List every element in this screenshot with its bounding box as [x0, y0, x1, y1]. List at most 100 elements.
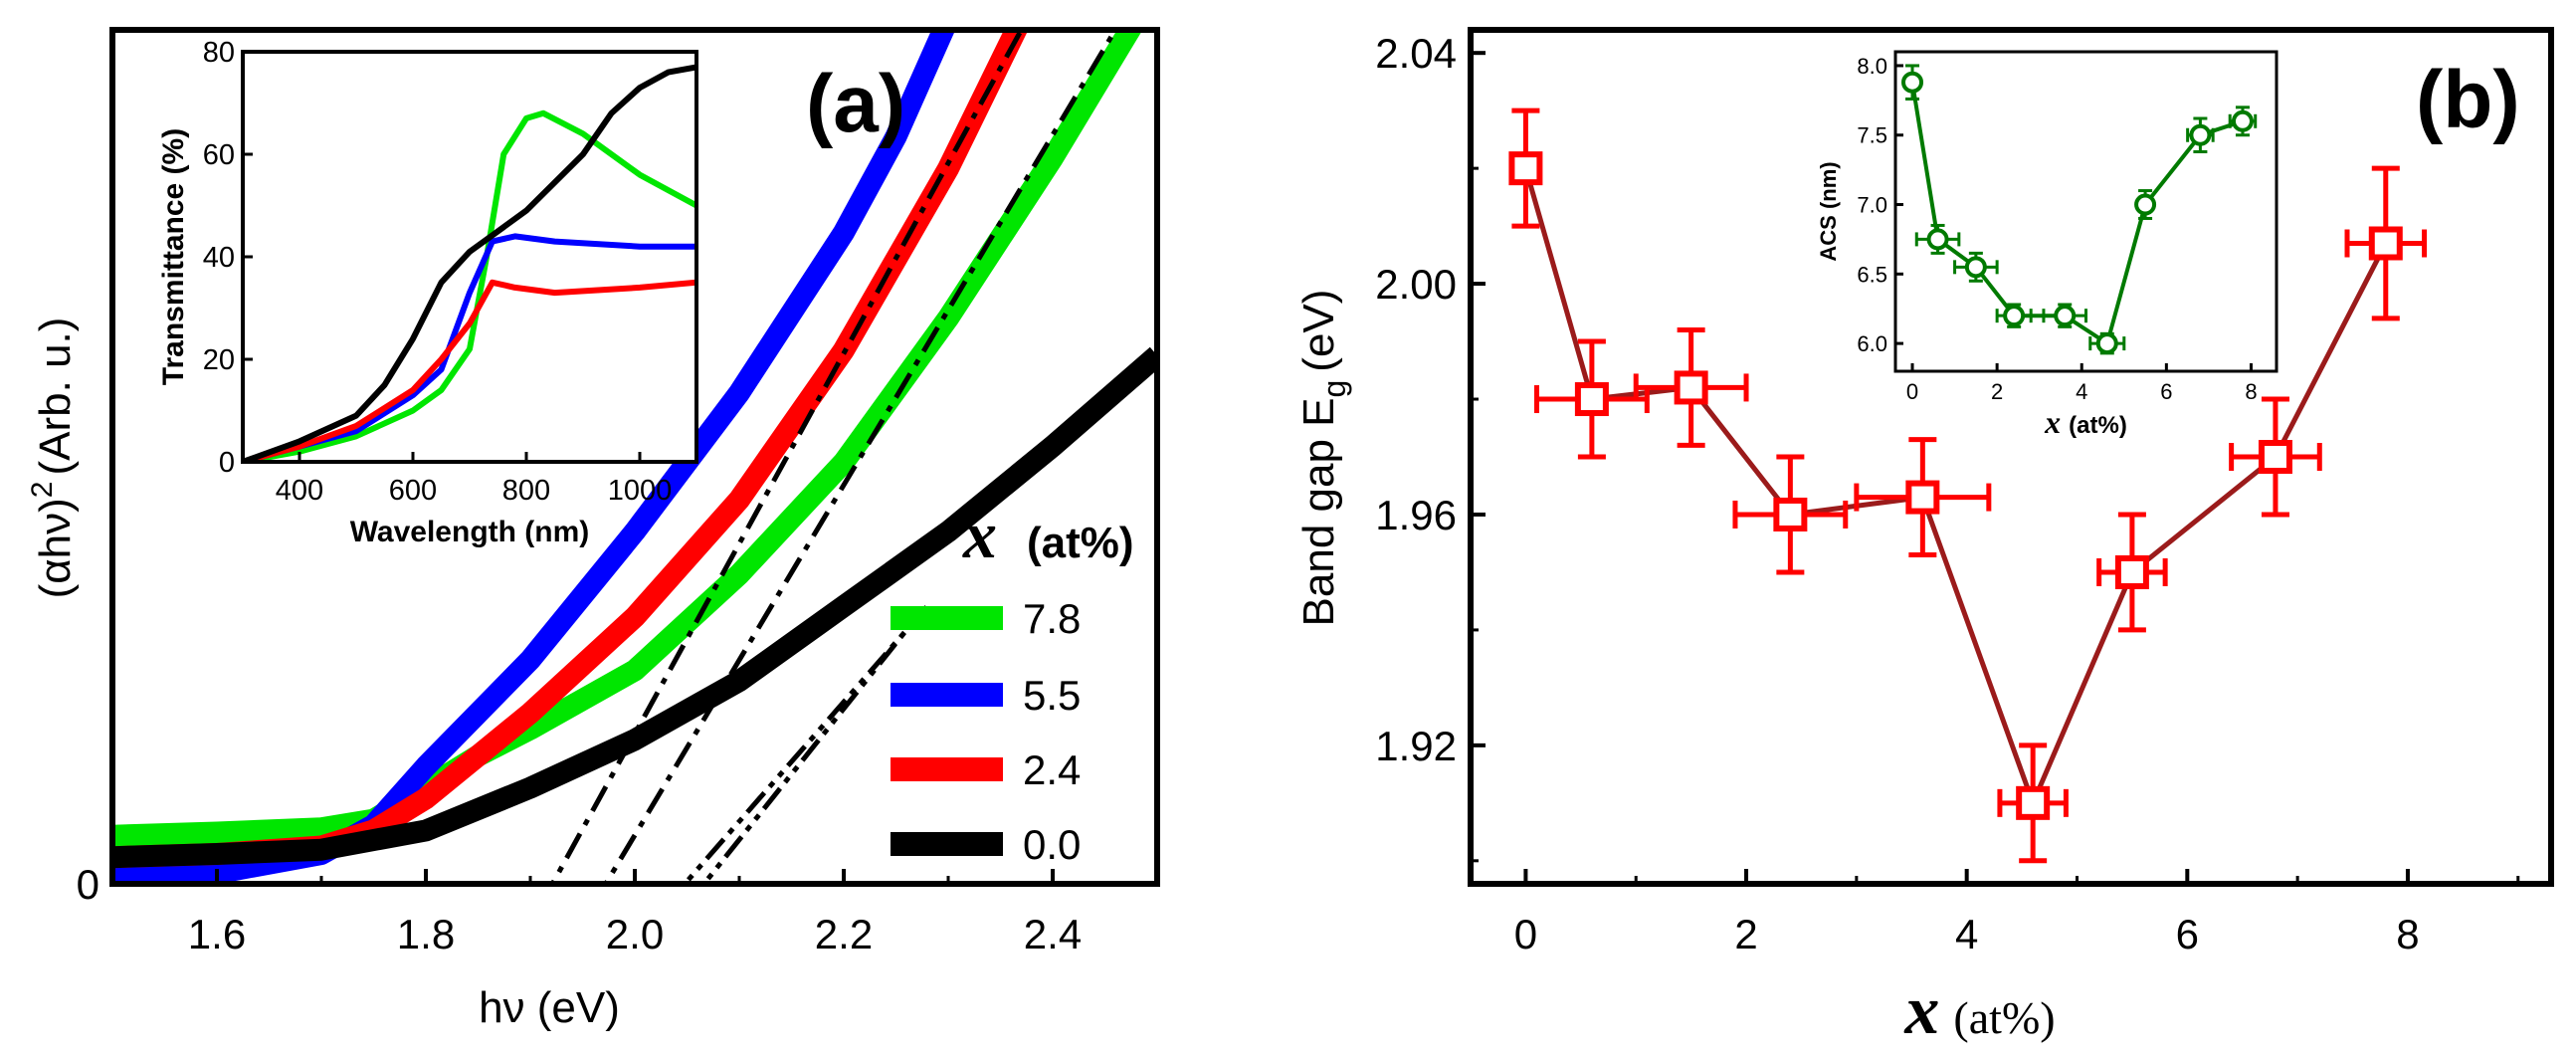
panel-b-inset-x-tick-label: 4 [2076, 379, 2087, 404]
panel-b-label: (b) [2416, 55, 2520, 145]
panel-a-legend-title-unit: (at%) [1027, 519, 1134, 567]
panel-b-inset-circle-marker [2095, 332, 2118, 355]
panel-a-series-7-8-line [112, 30, 1143, 847]
panel-b-x-tick-label: 8 [2396, 911, 2419, 957]
panel-a-x-tick-label: 2.0 [606, 911, 664, 957]
panel-a-x-tick-label: 2.4 [1024, 911, 1082, 957]
panel-b-inset-circle-marker [2134, 193, 2157, 216]
panel-a-inset-series-5-5-line [243, 233, 696, 462]
panel-a-inset-x-tick-label: 800 [502, 475, 550, 507]
panel-b-y-tick-label: 1.92 [1375, 723, 1457, 769]
panel-b-inset-circle-marker [2003, 305, 2026, 327]
panel-b-square-marker [2114, 554, 2149, 589]
panel-b-inset-data-point [2134, 189, 2157, 220]
panel-a-inset-series-2-4-line [243, 279, 696, 462]
panel-b-chart: 0 2 4 6 8 6.0 6.5 7.0 7.5 8.0 x (at%) ACS (nm) 0 2 4 6 8… [1294, 27, 2554, 1049]
panel-a-legend-label: 5.5 [1023, 672, 1081, 719]
panel-a-tangent-line [700, 615, 919, 884]
panel-b-square-marker [2016, 785, 2051, 820]
panel-b-inset-x-label-unit: (at%) [2069, 412, 2127, 439]
panel-a-axes: 1.6 1.8 2.0 2.2 2.4 0 [77, 861, 1083, 957]
panel-b-y-tick-label: 2.04 [1375, 30, 1457, 77]
panel-b-data-point [2229, 396, 2322, 518]
panel-b-inset-y-tick-label: 6.5 [1857, 262, 1887, 287]
panel-b-data-point [1533, 338, 1650, 460]
panel-b-inset-circle-marker [2189, 123, 2212, 146]
panel-a-legend-label: 7.8 [1023, 595, 1081, 642]
panel-b-square-marker [1905, 480, 1940, 515]
panel-b-inset-y-tick-label: 6.0 [1857, 331, 1887, 356]
panel-b-square-marker [2258, 440, 2292, 474]
panel-a-inset-lines [243, 64, 696, 462]
panel-a-tangent-line [549, 30, 1024, 884]
panel-a-lines [112, 30, 1157, 884]
panel-a-y-label-sup: 2 [26, 482, 59, 499]
panel-a-series-0-0-line [112, 346, 1157, 869]
panel-a-y-tick-label: 0 [77, 861, 99, 908]
panel-b-y-axis-label: Band gap Eg (eV) [1294, 290, 1352, 627]
panel-b-inset-x-axis-label: x (at%) [2044, 404, 2127, 440]
panel-b-square-marker [2368, 226, 2403, 261]
panel-b-inset-circle-marker [2054, 305, 2077, 327]
panel-a-legend-title-var: x [962, 497, 997, 572]
panel-b-inset-y-axis-label: ACS (nm) [1816, 161, 1841, 261]
panel-a-x-tick-label: 1.6 [188, 911, 246, 957]
panel-b-data-point [1633, 326, 1749, 448]
panel-b-inset-data-point [1995, 303, 2033, 328]
panel-b-inset-data-point [1901, 64, 1924, 101]
panel-b-inset-data-point [1953, 251, 1999, 283]
panel-a-inset-x-tick-label: 600 [389, 475, 437, 507]
panel-b-inset-y-tick-label: 8.0 [1857, 54, 1887, 79]
panel-a-legend: x (at%) 7.8 5.5 2.4 0.0 [891, 497, 1134, 868]
panel-b-x-tick-label: 6 [2176, 911, 2199, 957]
panel-a-tangent-line [602, 30, 1118, 884]
panel-b-inset-circle-marker [2231, 109, 2254, 132]
panel-b-data-point [2096, 512, 2168, 633]
panel-b-inset-data-point [2186, 116, 2215, 153]
panel-a-inset-y-axis-label: Transmittance (%) [157, 128, 190, 385]
panel-a-y-label-main: (αhν) [31, 498, 80, 598]
panel-a-label: (a) [806, 59, 905, 149]
panel-b-square-marker [1508, 151, 1543, 186]
panel-b-series-layer [1508, 107, 2428, 864]
panel-b-inset-x-label-var: x [2044, 404, 2061, 440]
panel-a-inset-y-tick-label: 60 [203, 139, 235, 171]
panel-a-inset-x-tick-label: 1000 [608, 475, 673, 507]
panel-b-y-label-main: Band gap E [1294, 397, 1343, 626]
panel-b-inset: 0 2 4 6 8 6.0 6.5 7.0 7.5 8.0 x (at%) ACS (nm) [1816, 50, 2279, 440]
panel-b-inset-x-tick-label: 2 [1991, 379, 2003, 404]
panel-b-x-tick-label: 0 [1514, 911, 1537, 957]
panel-b-data-point [1854, 437, 1992, 558]
panel-a-inset-series-0-0-line [243, 64, 696, 462]
panel-b-inset-y-tick-label: 7.0 [1857, 193, 1887, 218]
panel-b-inset-data-point [2088, 331, 2126, 355]
panel-b-x-tick-label: 2 [1734, 911, 1757, 957]
panel-a-legend-label: 0.0 [1023, 821, 1081, 868]
panel-b-x-label-unit: (at%) [1953, 992, 2055, 1043]
panel-a-series-layer [112, 30, 1157, 884]
panel-a-x-axis-label: hν (eV) [479, 983, 620, 1032]
panel-b-inset-background [1895, 52, 2277, 371]
panel-b-inset-x-tick-label: 8 [2245, 379, 2257, 404]
panel-b-square-marker [1674, 370, 1708, 405]
panel-b-x-label-var: x [1903, 972, 1939, 1049]
panel-b-square-marker [1574, 382, 1609, 417]
panel-a-inset-x-axis-label: Wavelength (nm) [350, 516, 590, 548]
panel-a-inset-y-tick-label: 0 [219, 447, 235, 479]
panel-a-legend-label: 2.4 [1023, 746, 1081, 793]
panel-a-y-label-unit: (Arb. u.) [31, 318, 80, 476]
panel-b-axes: 0 2 4 6 8 1.92 1.96 2.00 2.04 [1375, 30, 2520, 957]
panel-a-inset-x-tick-label: 400 [276, 475, 323, 507]
panel-b-data-point [1732, 454, 1849, 575]
panel-b-inset-circle-marker [1964, 256, 1987, 279]
panel-b-inset-frame [1893, 50, 2279, 373]
panel-b-y-tick-label: 2.00 [1375, 261, 1457, 308]
panel-b-data-point [1508, 107, 1543, 229]
panel-b-inset-data-point [2228, 106, 2258, 137]
panel-a-inset-background [243, 52, 696, 462]
panel-b-inset-circle-marker [1901, 71, 1924, 94]
panel-a-x-tick-label: 1.8 [397, 911, 455, 957]
panel-b-y-label-unit: (eV) [1294, 290, 1343, 372]
panel-a-inset-y-tick-label: 80 [203, 37, 235, 69]
